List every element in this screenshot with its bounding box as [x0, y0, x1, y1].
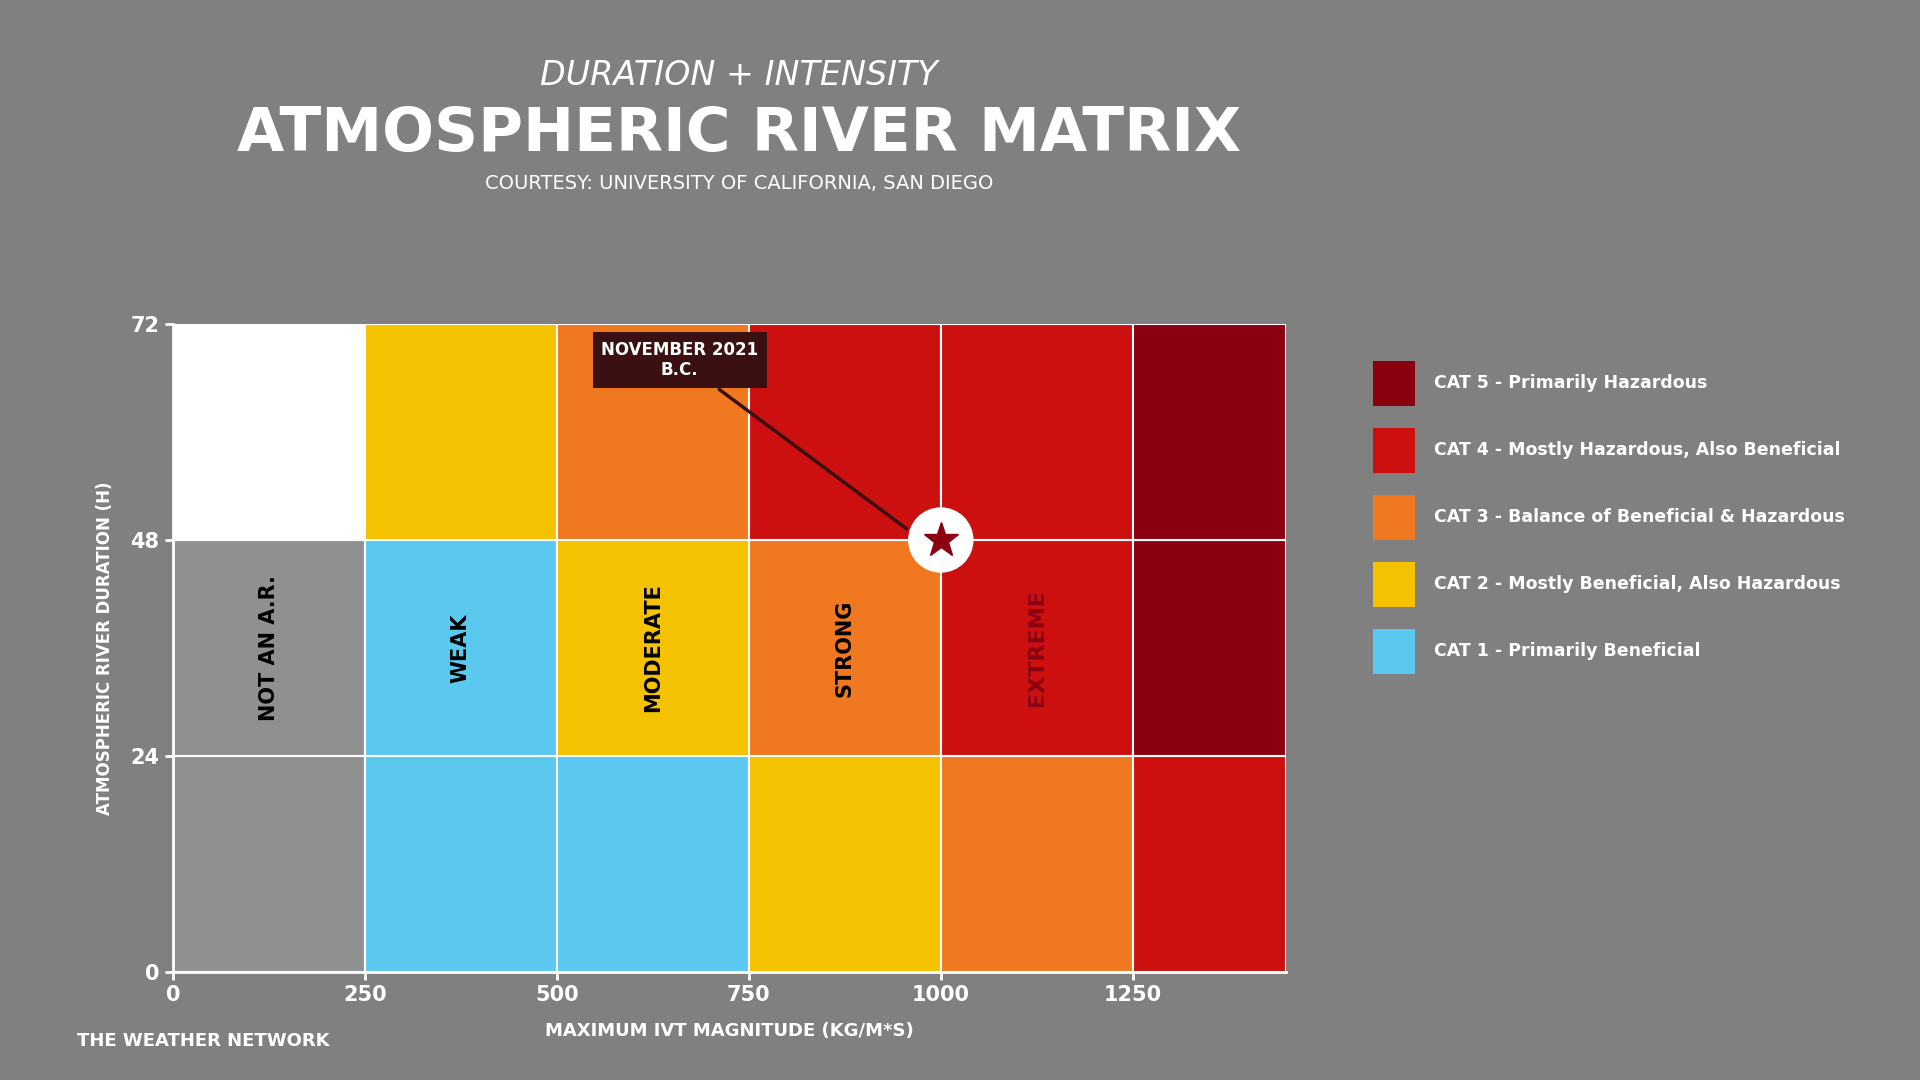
Bar: [557, 756, 749, 972]
Ellipse shape: [908, 508, 973, 572]
X-axis label: MAXIMUM IVT MAGNITUDE (KG/M*S): MAXIMUM IVT MAGNITUDE (KG/M*S): [545, 1022, 914, 1040]
Bar: [749, 324, 941, 540]
Bar: [365, 324, 557, 540]
Bar: [365, 540, 557, 756]
Text: COURTESY: UNIVERSITY OF CALIFORNIA, SAN DIEGO: COURTESY: UNIVERSITY OF CALIFORNIA, SAN …: [486, 174, 993, 193]
Text: DURATION + INTENSITY: DURATION + INTENSITY: [540, 59, 939, 92]
Text: NOVEMBER 2021
B.C.: NOVEMBER 2021 B.C.: [601, 340, 906, 529]
Text: CAT 3 - Balance of Beneficial & Hazardous: CAT 3 - Balance of Beneficial & Hazardou…: [1434, 509, 1845, 526]
Bar: [557, 324, 749, 540]
Bar: [941, 540, 1133, 756]
Text: NOT AN A.R.: NOT AN A.R.: [259, 575, 278, 721]
Text: EXCEPTIONAL: EXCEPTIONAL: [1192, 568, 1212, 728]
Text: THE WEATHER NETWORK: THE WEATHER NETWORK: [77, 1031, 330, 1050]
Text: MODERATE: MODERATE: [643, 583, 662, 713]
Bar: [749, 756, 941, 972]
Bar: [557, 540, 749, 756]
Bar: [941, 324, 1133, 540]
Bar: [365, 756, 557, 972]
Bar: [173, 756, 365, 972]
Bar: [173, 540, 365, 756]
Text: CAT 1 - Primarily Beneficial: CAT 1 - Primarily Beneficial: [1434, 643, 1701, 660]
Text: ATMOSPHERIC RIVER MATRIX: ATMOSPHERIC RIVER MATRIX: [238, 106, 1240, 164]
Text: CAT 2 - Mostly Beneficial, Also Hazardous: CAT 2 - Mostly Beneficial, Also Hazardou…: [1434, 576, 1841, 593]
Text: CAT 4 - Mostly Hazardous, Also Beneficial: CAT 4 - Mostly Hazardous, Also Beneficia…: [1434, 442, 1841, 459]
Bar: [941, 756, 1133, 972]
Bar: [173, 324, 365, 540]
Bar: [1133, 324, 1286, 540]
Bar: [1133, 540, 1286, 756]
Text: CAT 5 - Primarily Hazardous: CAT 5 - Primarily Hazardous: [1434, 375, 1707, 392]
Text: EXTREME: EXTREME: [1027, 590, 1046, 706]
Y-axis label: ATMOSPHERIC RIVER DURATION (H): ATMOSPHERIC RIVER DURATION (H): [96, 482, 113, 814]
Bar: [749, 540, 941, 756]
Text: WEAK: WEAK: [451, 613, 470, 683]
Text: STRONG: STRONG: [835, 599, 854, 697]
Bar: [1133, 756, 1286, 972]
